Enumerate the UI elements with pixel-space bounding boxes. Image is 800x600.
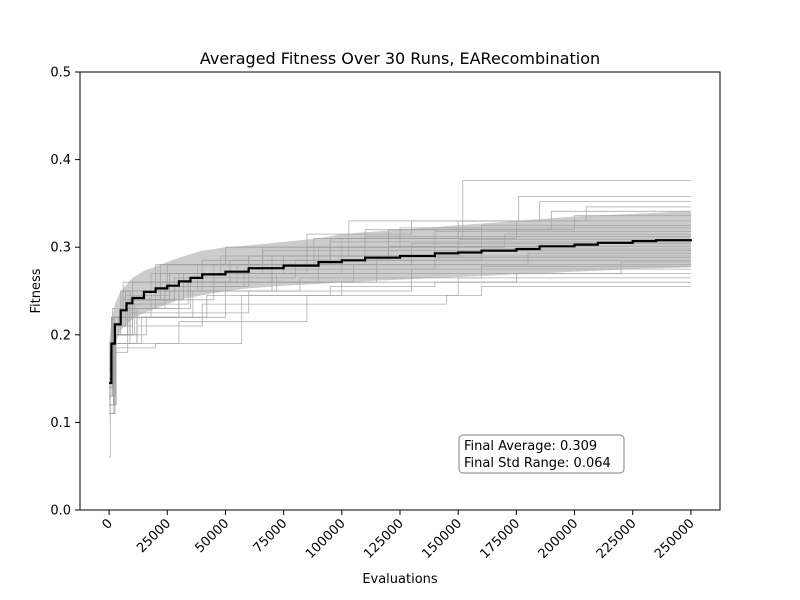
run-line-25: [109, 266, 691, 414]
y-tick-label: 0.3: [50, 241, 71, 256]
x-axis-label: Evaluations: [362, 572, 438, 587]
x-tick-label: 0: [99, 516, 115, 532]
x-tick-label: 150000: [419, 516, 465, 562]
y-axis-label: Fitness: [29, 268, 44, 313]
chart-title: Averaged Fitness Over 30 Runs, EARecombi…: [200, 49, 600, 68]
y-tick-label: 0.5: [50, 66, 71, 81]
y-tick-label: 0.0: [50, 504, 71, 519]
run-line-28: [109, 277, 691, 458]
run-line-9: [109, 227, 691, 379]
final-std-range-text: Final Std Range: 0.064: [464, 456, 611, 471]
run-line-29: [109, 281, 691, 406]
x-tick-label: 100000: [303, 516, 349, 562]
x-tick-label: 75000: [251, 516, 291, 556]
x-axis: 0 25000 50000 75000 100000 125000 150000 175000…: [99, 510, 698, 562]
y-axis: 0.0 0.1 0.2 0.3 0.4 0.5: [50, 66, 80, 519]
x-tick-label: 125000: [361, 516, 407, 562]
y-tick-label: 0.4: [50, 153, 71, 168]
plot-area: [109, 180, 692, 458]
average-line: [109, 239, 692, 385]
stats-annotation: Final Average: 0.309 Final Std Range: 0.…: [458, 434, 625, 474]
y-tick-label: 0.2: [50, 328, 71, 343]
std-band: [109, 211, 691, 423]
annotation-box: [458, 434, 625, 474]
run-line-30: [109, 286, 691, 397]
x-tick-label: 50000: [192, 516, 232, 556]
x-tick-label: 225000: [594, 516, 640, 562]
x-tick-label: 200000: [536, 516, 582, 562]
y-tick-label: 0.1: [50, 416, 71, 431]
x-tick-label: 250000: [652, 516, 698, 562]
x-tick-label: 25000: [134, 516, 174, 556]
x-tick-label: 175000: [477, 516, 523, 562]
final-average-text: Final Average: 0.309: [464, 439, 597, 454]
